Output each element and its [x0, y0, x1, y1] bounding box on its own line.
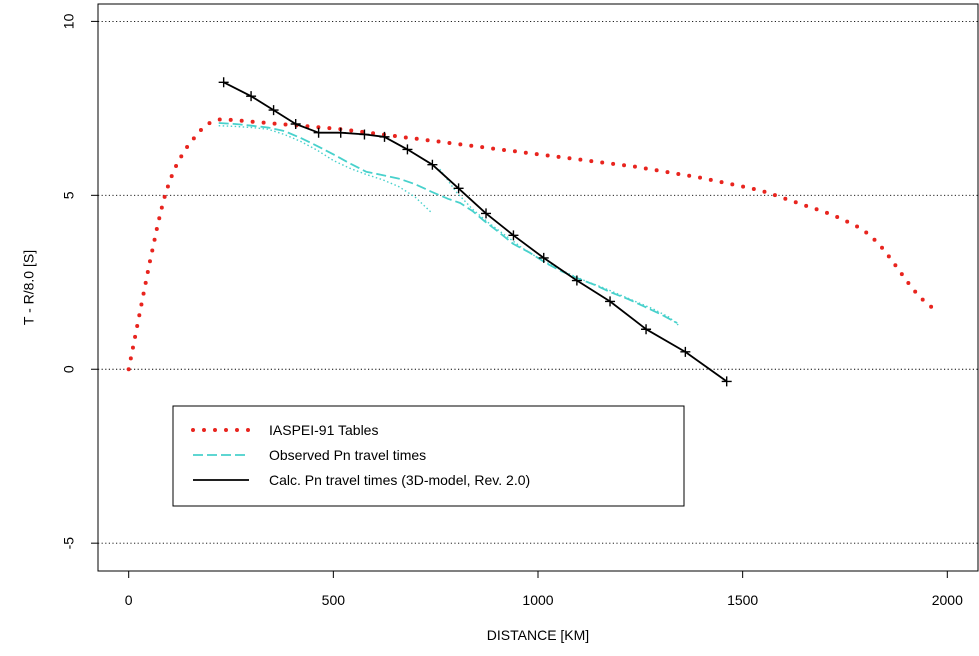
data-point-marker: [290, 119, 301, 130]
y-tick-label: 10: [61, 13, 77, 29]
legend: IASPEI-91 Tables Observed Pn travel times…: [172, 405, 685, 507]
data-point-marker: [481, 208, 492, 219]
legend-entry-label: Calc. Pn travel times (3D-model, Rev. 2.…: [269, 472, 530, 488]
data-point-marker: [379, 131, 390, 142]
series-layer: [126, 81, 940, 383]
legend-box: [172, 405, 685, 507]
x-axis-label: DISTANCE [KM]: [487, 627, 589, 643]
data-point-marker: [359, 129, 370, 140]
data-point-marker: [571, 275, 582, 286]
series-line: [218, 125, 433, 214]
data-point-marker: [453, 183, 464, 194]
data-point-marker: [218, 77, 229, 88]
y-axis: -5 0 5 10: [61, 13, 99, 550]
data-point-marker: [680, 346, 691, 357]
y-tick-label: 0: [61, 365, 77, 373]
data-point-marker: [721, 376, 732, 387]
y-axis-label: T - R/8.0 [S]: [21, 250, 37, 325]
y-tick-label: -5: [61, 537, 77, 550]
x-tick-label: 1500: [727, 592, 758, 608]
data-point-marker: [313, 127, 324, 138]
x-tick-label: 500: [322, 592, 346, 608]
data-point-marker: [641, 324, 652, 335]
legend-entry-label: Observed Pn travel times: [269, 447, 426, 463]
marker-layer: [218, 77, 732, 387]
data-point-marker: [508, 230, 519, 241]
x-axis: 0 500 1000 1500 2000: [125, 570, 963, 608]
data-point-marker: [335, 127, 346, 138]
series-line: [126, 117, 940, 372]
legend-entry-label: IASPEI-91 Tables: [269, 422, 378, 438]
data-point-marker: [538, 252, 549, 263]
data-point-marker: [427, 159, 438, 170]
x-tick-label: 2000: [932, 592, 963, 608]
data-point-marker: [605, 296, 616, 307]
series-line: [223, 81, 728, 383]
series-line: [218, 122, 678, 324]
y-tick-label: 5: [61, 191, 77, 199]
x-tick-label: 0: [125, 592, 133, 608]
x-tick-label: 1000: [522, 592, 553, 608]
series-line: [439, 168, 680, 327]
data-point-marker: [402, 144, 413, 155]
data-point-marker: [268, 105, 279, 116]
data-point-marker: [246, 91, 257, 102]
grid-lines: [98, 20, 978, 544]
